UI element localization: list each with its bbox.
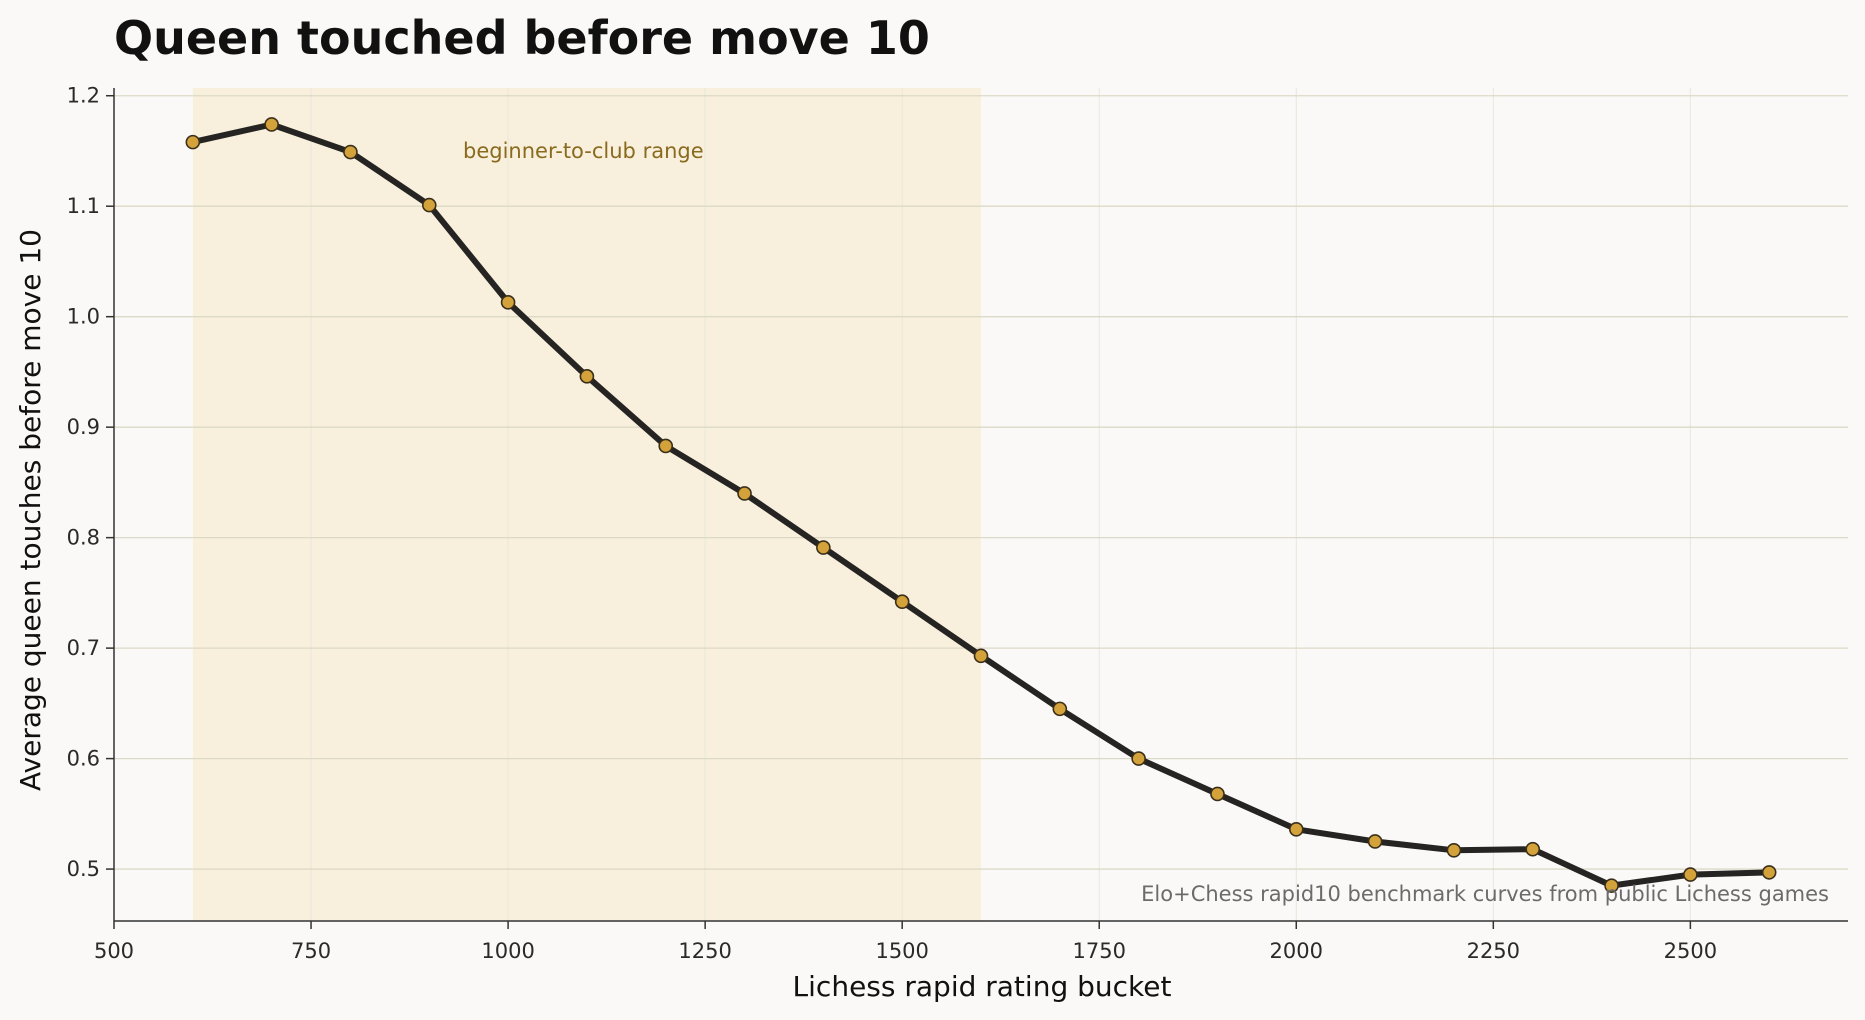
- data-points: [185, 117, 1777, 893]
- band-annotation: beginner-to-club range: [463, 139, 704, 163]
- data-point: [421, 197, 437, 213]
- data-point: [658, 438, 674, 454]
- y-tick-label: 1.2: [67, 84, 100, 108]
- data-point: [1288, 822, 1304, 837]
- data-point: [894, 594, 910, 610]
- x-axis-label: Lichess rapid rating bucket: [793, 970, 1172, 1003]
- y-tick-label: 1.0: [67, 305, 100, 329]
- data-point: [1683, 867, 1698, 882]
- data-point: [264, 117, 279, 132]
- highlight-band: [192, 88, 981, 921]
- source-note: Elo+Chess rapid10 benchmark curves from …: [1141, 882, 1829, 906]
- data-point: [1367, 834, 1383, 849]
- y-axis-ticks: 0.5 0.6 0.7 0.8 0.9 1.0 1.1 1.2: [67, 84, 114, 881]
- data-point: [973, 648, 989, 664]
- y-tick-label: 0.7: [67, 636, 100, 660]
- y-tick-label: 1.1: [67, 194, 100, 218]
- x-axis-ticks: 500 750 1000 1250 1500 1750 2000 2250 2500: [94, 921, 1717, 963]
- x-tick-label: 500: [94, 939, 134, 963]
- data-point: [1446, 842, 1462, 858]
- data-point: [1604, 878, 1619, 893]
- data-point: [500, 295, 516, 310]
- x-tick-label: 750: [291, 939, 331, 963]
- y-tick-label: 0.5: [67, 857, 100, 881]
- y-tick-label: 0.6: [67, 747, 100, 771]
- x-tick-label: 1250: [678, 939, 731, 963]
- data-point: [1052, 701, 1068, 717]
- x-tick-label: 2500: [1664, 939, 1717, 963]
- data-point: [343, 144, 358, 160]
- data-point: [579, 369, 595, 384]
- data-point: [1210, 786, 1225, 802]
- x-tick-label: 2250: [1467, 939, 1520, 963]
- data-point: [185, 134, 201, 150]
- chart-title: Queen touched before move 10: [114, 11, 930, 65]
- data-point: [1761, 865, 1777, 880]
- horizontal-gridlines: [114, 95, 1848, 870]
- y-tick-label: 0.8: [67, 526, 100, 550]
- y-axis-label: Average queen touches before move 10: [14, 229, 47, 791]
- data-point: [1131, 751, 1146, 766]
- data-point: [816, 540, 831, 555]
- x-tick-label: 2000: [1270, 939, 1323, 963]
- data-point: [1525, 841, 1541, 857]
- y-tick-label: 0.9: [67, 415, 100, 439]
- x-tick-label: 1500: [875, 939, 928, 963]
- data-point: [737, 486, 752, 501]
- x-tick-label: 1750: [1073, 939, 1126, 963]
- x-tick-label: 1000: [481, 939, 534, 963]
